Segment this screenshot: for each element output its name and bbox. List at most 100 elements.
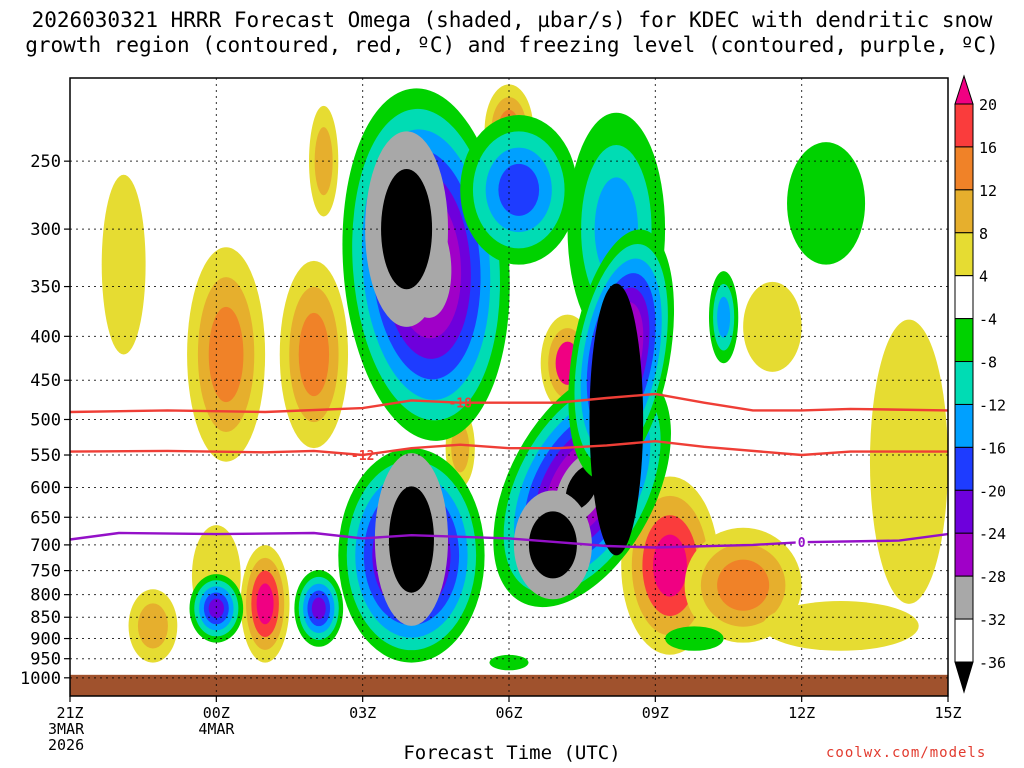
omega-contour-c_8 bbox=[451, 424, 470, 473]
colorbar-label: 16 bbox=[979, 139, 997, 157]
dgz-contour--18 bbox=[69, 392, 949, 414]
y-tick-label: 750 bbox=[30, 562, 61, 582]
omega-contour-c_12 bbox=[717, 559, 770, 611]
sink-patch-b bbox=[187, 247, 266, 462]
colorbar-box bbox=[954, 403, 974, 448]
colorbar-label: -36 bbox=[979, 654, 1006, 672]
chart-title-line-1: 2026030321 HRRR Forecast Omega (shaded, … bbox=[31, 8, 993, 32]
sink-patch-f bbox=[128, 589, 178, 663]
y-tick-label: 950 bbox=[30, 650, 61, 670]
x-tick-label: 4MAR bbox=[198, 720, 235, 738]
colorbar-label: -12 bbox=[979, 396, 1006, 414]
omega-contour-c_m36 bbox=[565, 465, 599, 510]
sink-patch-a bbox=[101, 174, 146, 355]
y-tick-label: 800 bbox=[30, 586, 61, 606]
x-tick-label: 12Z bbox=[788, 704, 815, 722]
colorbar-label: 12 bbox=[979, 182, 997, 200]
y-tick-label: 450 bbox=[30, 371, 61, 391]
omega-contour-c_m8 bbox=[489, 654, 529, 671]
omega-contour-c_m36 bbox=[388, 486, 434, 593]
y-tick-label: 600 bbox=[30, 478, 61, 498]
axes: 2503003504004505005506006507007508008509… bbox=[20, 77, 962, 754]
omega-contour-c_m24 bbox=[311, 597, 326, 620]
colorbar-box bbox=[954, 189, 974, 234]
credit-link[interactable]: coolwx.com/models bbox=[826, 745, 987, 761]
y-tick-label: 500 bbox=[30, 410, 61, 430]
rise-low-floor bbox=[489, 654, 529, 671]
x-axis-label: Forecast Time (UTC) bbox=[403, 742, 621, 764]
colorbar-top-arrow bbox=[954, 74, 974, 105]
colorbar-bottom-arrow bbox=[954, 661, 974, 694]
colorbar-box bbox=[954, 489, 974, 534]
colorbar-box bbox=[954, 275, 974, 320]
x-tick-label: 03Z bbox=[349, 704, 376, 722]
colorbar-box bbox=[954, 575, 974, 620]
sink-patch-c bbox=[279, 260, 349, 449]
sink-patch-g bbox=[240, 545, 290, 663]
colorbar-label: -16 bbox=[979, 439, 1006, 457]
colorbar-label: -32 bbox=[979, 611, 1006, 629]
colorbar-box bbox=[954, 103, 974, 148]
omega-contour-c_12 bbox=[298, 312, 330, 397]
omega-contour-c_m36 bbox=[528, 511, 577, 579]
y-tick-label: 250 bbox=[30, 152, 61, 172]
x-tick-label: 2026 bbox=[48, 736, 84, 754]
rise-mid-far bbox=[708, 271, 739, 364]
y-tick-label: 700 bbox=[30, 536, 61, 556]
x-tick-label: 15Z bbox=[934, 704, 961, 722]
colorbar-box bbox=[954, 618, 974, 663]
omega-contour-c_4 bbox=[869, 319, 948, 604]
colorbar-box bbox=[954, 532, 974, 577]
sink-patch-m bbox=[869, 319, 948, 604]
omega-contour-c_m8 bbox=[787, 142, 866, 265]
colorbar-label: 4 bbox=[979, 268, 988, 286]
omega-contour-c_m16 bbox=[717, 296, 731, 338]
colorbar-label: 20 bbox=[979, 96, 997, 114]
dgz-label: -12 bbox=[351, 449, 374, 464]
sink-patch-n bbox=[743, 281, 802, 372]
colorbar-label: -24 bbox=[979, 525, 1006, 543]
x-tick-label: 06Z bbox=[495, 704, 522, 722]
freezing-level-contour bbox=[69, 531, 949, 549]
rise-upper-far bbox=[787, 142, 866, 265]
chart-title-line-2: growth region (contoured, red, ºC) and f… bbox=[25, 33, 999, 57]
x-tick-label: 09Z bbox=[642, 704, 669, 722]
omega-contour-c_4 bbox=[101, 174, 146, 355]
sink-patch-l bbox=[762, 601, 919, 651]
colorbar-label: -8 bbox=[979, 354, 997, 372]
colorbar-box bbox=[954, 318, 974, 363]
dgz-contour--12 bbox=[69, 439, 948, 457]
y-tick-label: 550 bbox=[30, 446, 61, 466]
omega-contour-c_8 bbox=[137, 603, 168, 649]
dgz-label: -18 bbox=[448, 397, 472, 412]
y-tick-label: 900 bbox=[30, 630, 61, 650]
colorbar-label: -20 bbox=[979, 482, 1006, 500]
omega-contour-c_m24 bbox=[208, 598, 224, 619]
colorbar-label: 8 bbox=[979, 225, 988, 243]
omega-contour-c_4 bbox=[743, 281, 802, 372]
freezing-level-label: 0 bbox=[798, 536, 806, 551]
colorbar-label: -4 bbox=[979, 311, 997, 329]
rise-low-mid bbox=[294, 570, 344, 647]
y-tick-label: 400 bbox=[30, 327, 61, 347]
x-tick-label: 00Z bbox=[203, 704, 230, 722]
y-tick-label: 350 bbox=[30, 278, 61, 298]
colorbar: 20 16 12 8 4 -4 -8 -12 -16 -20 -24 -28 -32 -36 bbox=[954, 74, 1006, 694]
omega-contour-c_m20 bbox=[498, 163, 540, 216]
omega-contour-c_12 bbox=[208, 306, 244, 403]
freezing-label-bg bbox=[795, 534, 808, 550]
colorbar-box bbox=[954, 446, 974, 491]
omega-contour-c_20 bbox=[653, 534, 687, 597]
y-tick-label: 650 bbox=[30, 508, 61, 528]
colorbar-box bbox=[954, 361, 974, 405]
rise-low-west bbox=[189, 574, 244, 643]
y-tick-label: 1000 bbox=[20, 669, 61, 689]
y-tick-label: 850 bbox=[30, 608, 61, 628]
rise-upper-east bbox=[460, 115, 578, 265]
colorbar-box bbox=[954, 146, 974, 191]
colorbar-label: -28 bbox=[979, 568, 1006, 586]
x-tick-label: 21Z bbox=[56, 704, 83, 722]
omega-contour-c_4 bbox=[762, 601, 919, 651]
omega-contour-c_20 bbox=[256, 583, 274, 625]
